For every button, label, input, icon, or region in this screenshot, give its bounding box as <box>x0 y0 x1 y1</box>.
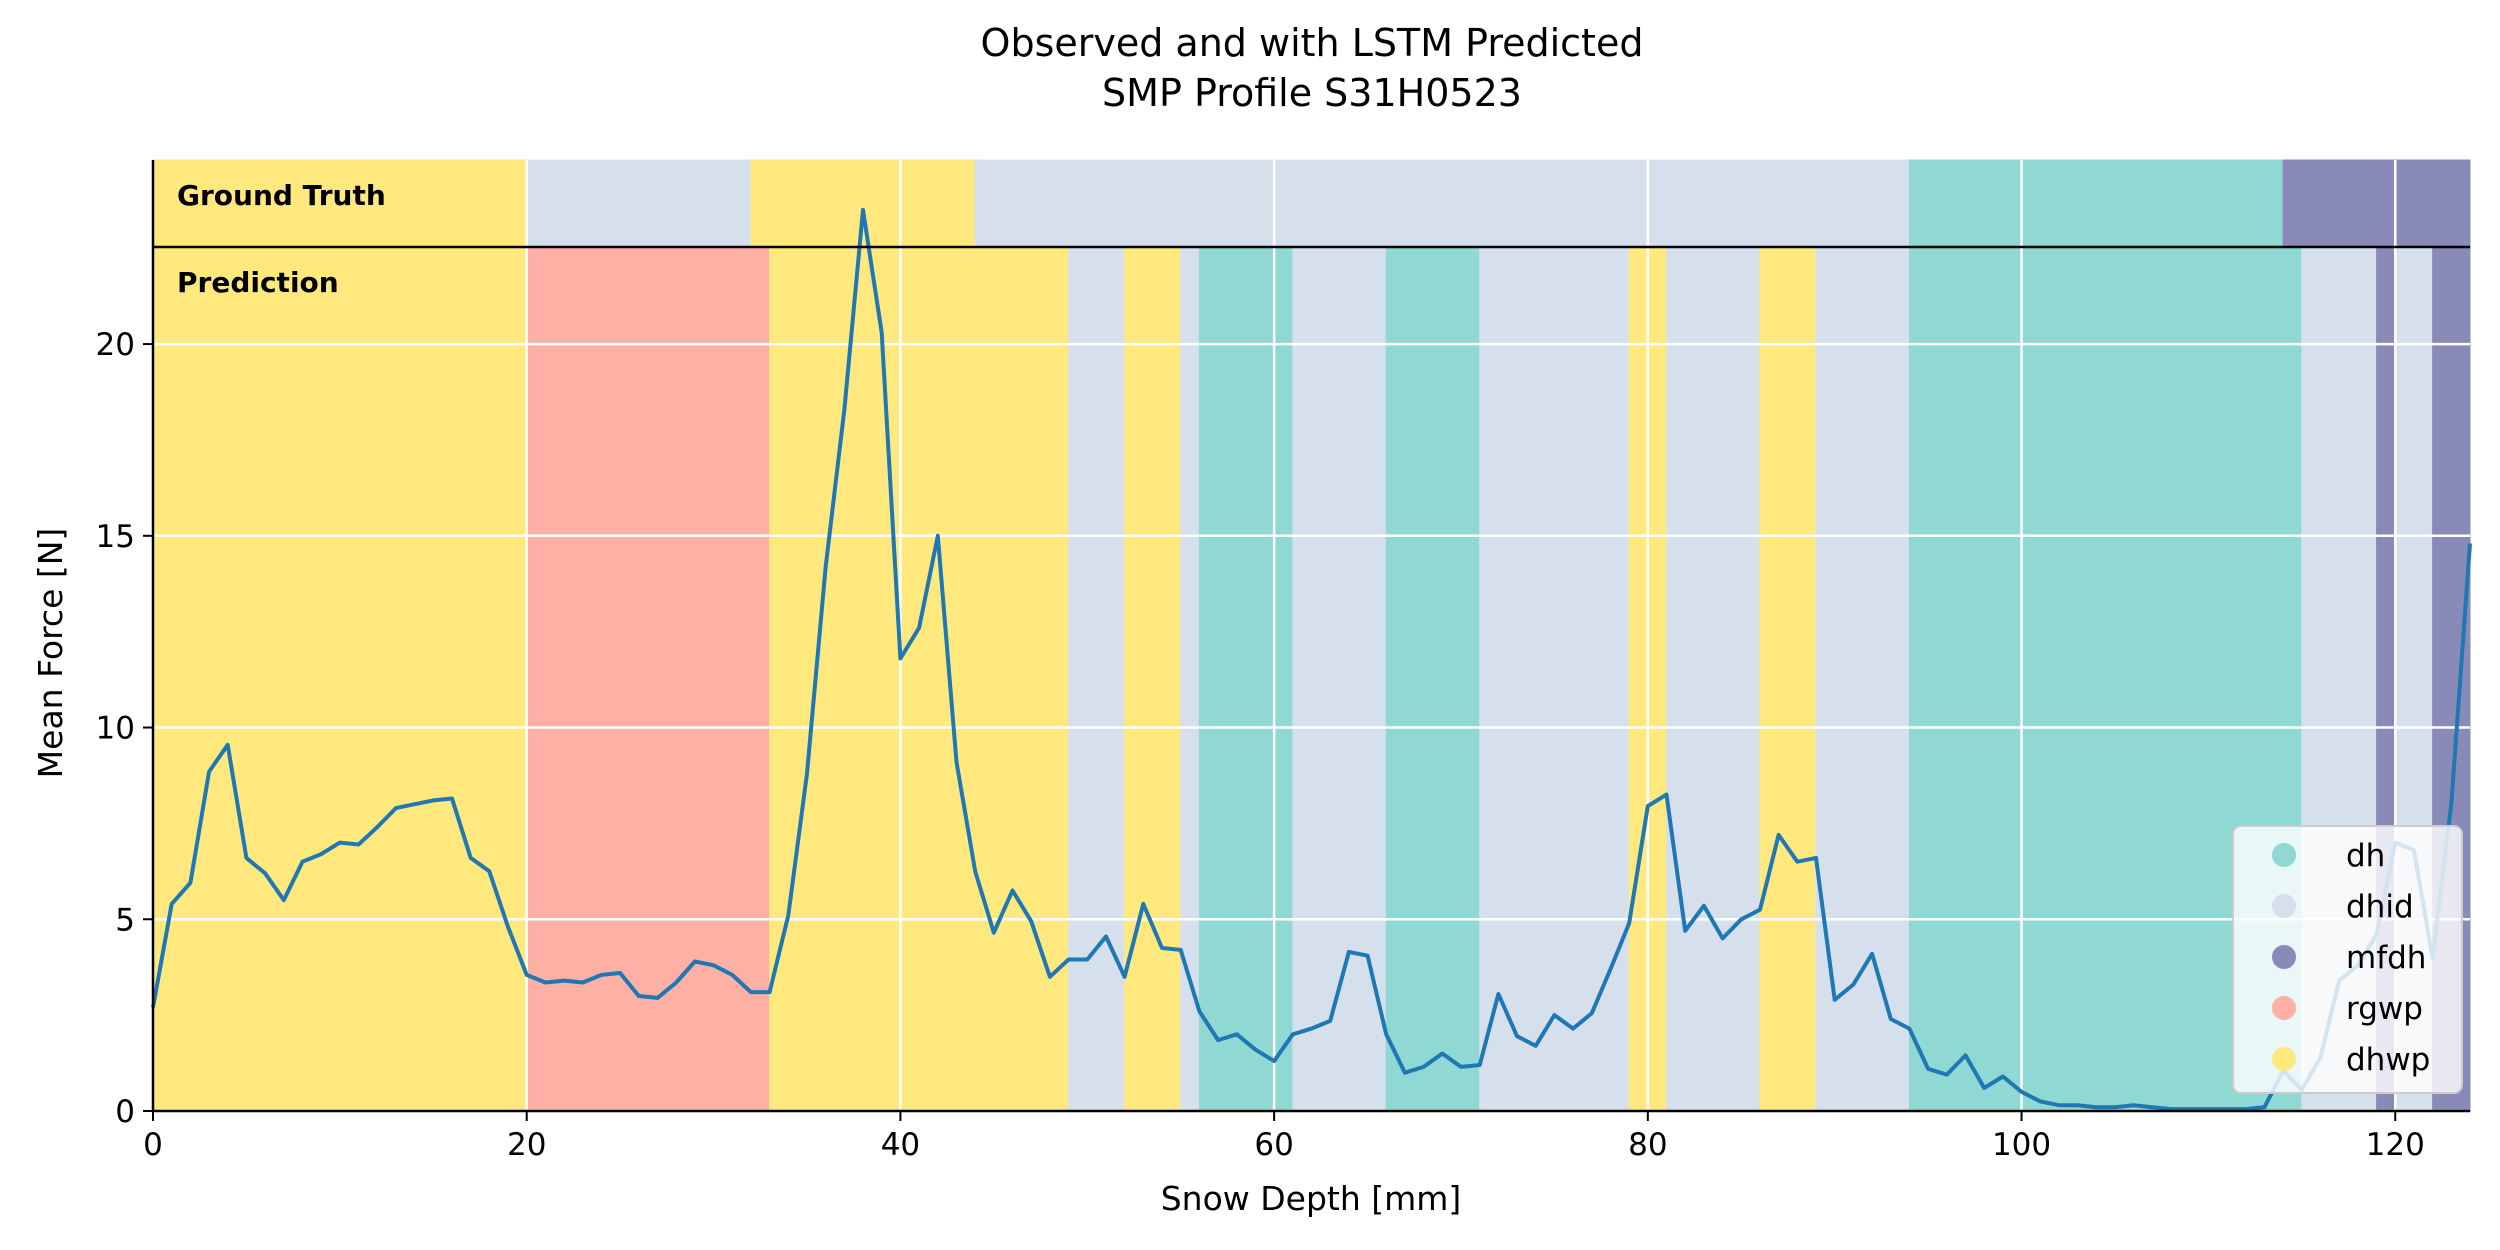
series-line-mean-force <box>151 207 2472 1112</box>
ground-truth-segment-dhid <box>526 159 752 248</box>
prediction-segment-dh <box>1385 246 1481 1112</box>
ground-truth-segment-dhwp <box>750 159 976 248</box>
chart-subtitle: SMP Profile S31H0523 <box>1102 71 1522 115</box>
ground-truth-bands <box>152 159 2471 248</box>
prediction-label: Prediction <box>177 266 339 299</box>
prediction-segment-dhwp <box>152 246 528 1112</box>
legend-marker-rgwp <box>2272 996 2296 1020</box>
y-tick-label: 15 <box>96 519 135 555</box>
y-tick-label: 10 <box>96 711 135 747</box>
ground-truth-segment-dhwp <box>152 159 528 248</box>
x-tick-label: 20 <box>507 1127 546 1163</box>
legend-marker-dhwp <box>2272 1047 2296 1071</box>
legend-box <box>2232 825 2463 1094</box>
x-axis-label: Snow Depth [mm] <box>1161 1179 1462 1218</box>
legend-label-dhwp: dhwp <box>2346 1042 2430 1078</box>
ground-truth-segment-dh <box>1908 159 2284 248</box>
x-tick-label: 60 <box>1254 1127 1293 1163</box>
prediction-segment-rgwp <box>526 246 771 1112</box>
legend-label-dhid: dhid <box>2346 889 2414 925</box>
x-tick-label: 100 <box>1992 1127 2051 1163</box>
x-tick-label: 80 <box>1628 1127 1667 1163</box>
prediction-bands <box>152 246 2471 1112</box>
x-tick-label: 120 <box>2366 1127 2425 1163</box>
x-tick-label: 40 <box>881 1127 920 1163</box>
legend-marker-dh <box>2272 843 2296 867</box>
prediction-segment-dhwp <box>1759 246 1817 1112</box>
legend-label-mfdh: mfdh <box>2346 940 2426 976</box>
prediction-segment-dhid <box>1815 246 1910 1112</box>
prediction-segment-dh <box>1198 246 1294 1112</box>
prediction-segment-dhid <box>1666 246 1761 1112</box>
y-axis-label: Mean Force [N] <box>31 528 70 779</box>
y-tick-label: 0 <box>115 1094 135 1130</box>
x-tick-label: 0 <box>143 1127 163 1163</box>
legend-marker-mfdh <box>2272 945 2296 969</box>
prediction-segment-dhid <box>1068 246 1126 1112</box>
legend-marker-dhid <box>2272 894 2296 918</box>
y-ticks: 0 5 10 15 20 <box>96 327 153 1130</box>
ground-truth-segment-dhid <box>974 159 1910 248</box>
x-ticks: 0 20 40 60 80 100 120 <box>143 1111 2425 1163</box>
legend-label-dh: dh <box>2346 838 2385 874</box>
ground-truth-label: Ground Truth <box>177 179 386 212</box>
y-tick-label: 5 <box>115 902 135 938</box>
legend: dh dhid mfdh rgwp dhwp <box>2232 825 2463 1094</box>
y-tick-label: 20 <box>96 327 135 363</box>
ground-truth-segment-mfdh <box>2282 159 2471 248</box>
chart-title: Observed and with LSTM Predicted <box>981 21 1644 65</box>
legend-label-rgwp: rgwp <box>2346 991 2423 1027</box>
prediction-segment-dhwp <box>1124 246 1182 1112</box>
